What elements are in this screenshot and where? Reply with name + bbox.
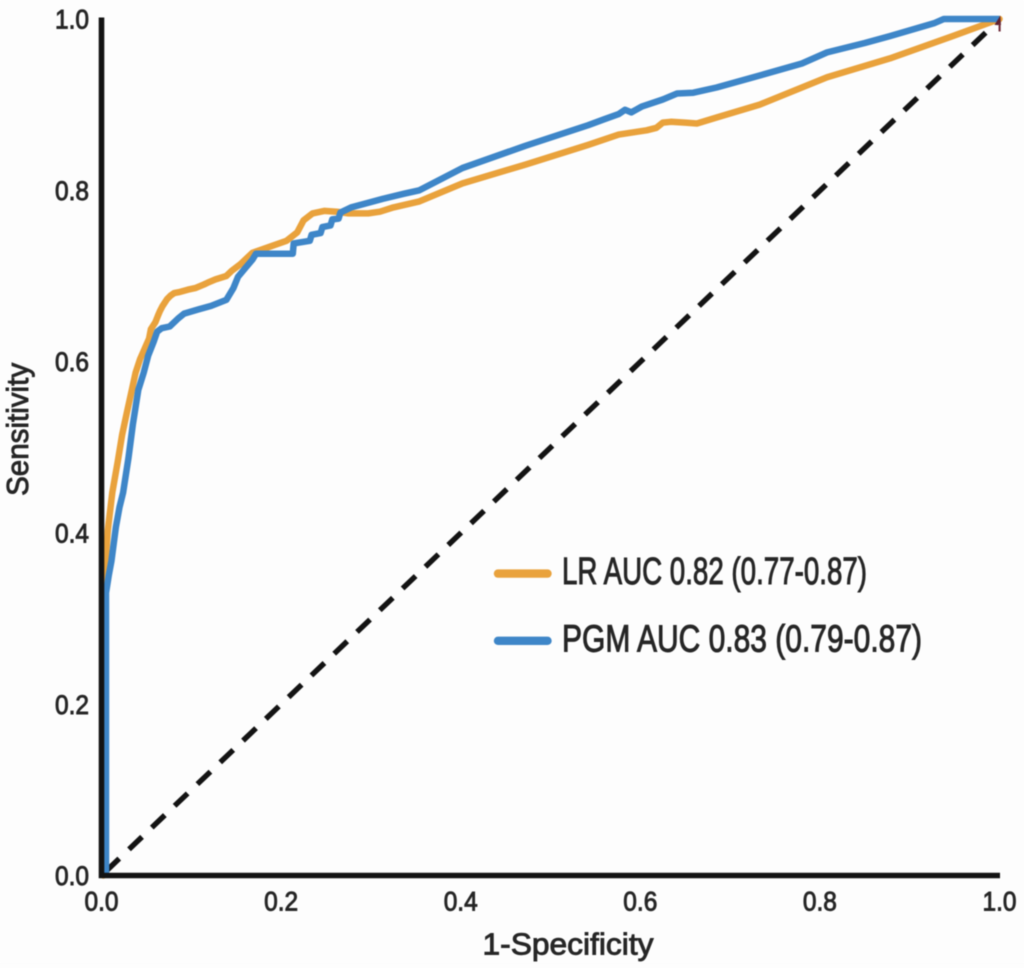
svg-text:0.2: 0.2 bbox=[264, 887, 298, 917]
svg-text:0.4: 0.4 bbox=[444, 887, 478, 917]
svg-text:PGM AUC 0.83 (0.79-0.87): PGM AUC 0.83 (0.79-0.87) bbox=[562, 618, 922, 660]
svg-text:0.0: 0.0 bbox=[85, 887, 119, 917]
svg-text:0.2: 0.2 bbox=[55, 690, 89, 720]
svg-text:LR AUC 0.82 (0.77-0.87): LR AUC 0.82 (0.77-0.87) bbox=[562, 551, 867, 593]
svg-text:0.8: 0.8 bbox=[803, 887, 837, 917]
svg-text:0.6: 0.6 bbox=[55, 347, 89, 377]
svg-text:Sensitivity: Sensitivity bbox=[0, 362, 35, 495]
svg-text:0.8: 0.8 bbox=[55, 176, 89, 206]
svg-text:0.4: 0.4 bbox=[55, 519, 89, 549]
svg-text:0.0: 0.0 bbox=[55, 861, 89, 891]
svg-text:1.0: 1.0 bbox=[55, 5, 89, 35]
svg-text:0.6: 0.6 bbox=[623, 887, 657, 917]
svg-text:1-Specificity: 1-Specificity bbox=[483, 927, 655, 962]
svg-text:1.0: 1.0 bbox=[983, 887, 1017, 917]
